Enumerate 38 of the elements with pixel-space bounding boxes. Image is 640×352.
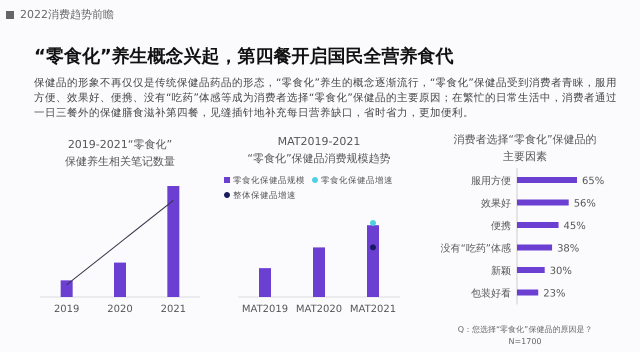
data-label: 65%	[582, 176, 604, 187]
x-tick-label: MAT2021	[350, 304, 396, 315]
x-tick-label: MAT2019	[242, 304, 288, 315]
data-label: 56%	[574, 198, 596, 210]
y-tick-label: 新颖	[491, 265, 511, 277]
data-label: 45%	[564, 221, 586, 232]
chart-title: MAT2019-2021	[278, 135, 360, 148]
bar	[517, 222, 559, 228]
legend-label: 零食化保健品规模	[233, 175, 305, 186]
chart-title: 消费者选择“零食化”保健品的	[453, 133, 597, 146]
text: “零食化”养生概念兴起，第四餐开启国民全营养食代	[34, 45, 454, 68]
x-tick-label: MAT2020	[296, 304, 342, 315]
bar	[517, 244, 552, 250]
x-tick-label: 2020	[107, 304, 133, 315]
chart-title: 2019-2021“零食化”	[68, 138, 172, 151]
y-tick-label: 效果好	[481, 198, 511, 210]
text: N=1700	[508, 337, 542, 346]
bar	[517, 200, 569, 206]
y-tick-label: 便携	[491, 220, 511, 232]
data-label: 30%	[550, 266, 572, 277]
chart-subtitle: 主要因素	[503, 150, 547, 163]
text: 2022消费趋势前瞻	[20, 7, 114, 22]
bar	[517, 267, 545, 273]
legend-label: 零食化保健品增速	[321, 175, 393, 186]
x-tick-label: 2021	[160, 304, 186, 315]
text: 保健品的形象不再仅仅是传统保健品药品的形态，“零食化”养生的概念逐渐流行，“零食化”保健品受到消费者青睐，服用方便、效果好、便携、没有“吃药”体感等成为消费者选择“零食化”保健品的主要原因；在繁忙的日常生活中，消费者通过一日三餐外的保健膳食滋补第四餐，见缝插针地补充每日营养缺口，省时省力，更加便利。	[34, 76, 618, 121]
y-tick-label: 服用方便	[471, 175, 511, 187]
bar	[517, 177, 577, 183]
text: Q：您选择“零食化”保健品的原因是？	[458, 325, 592, 334]
data-label: 23%	[543, 288, 566, 300]
y-tick-label: 包装好看	[471, 288, 511, 300]
chart-subtitle: “零食化”保健品消费规模趋势	[247, 152, 391, 165]
y-tick-label: 没有“吃药”体感	[440, 242, 511, 254]
chart-subtitle: 保健养生相关笔记数量	[65, 155, 175, 168]
x-tick-label: 2019	[54, 304, 80, 315]
legend-label: 整体保健品增速	[233, 190, 296, 201]
bar	[517, 290, 538, 296]
data-label: 38%	[557, 244, 580, 254]
